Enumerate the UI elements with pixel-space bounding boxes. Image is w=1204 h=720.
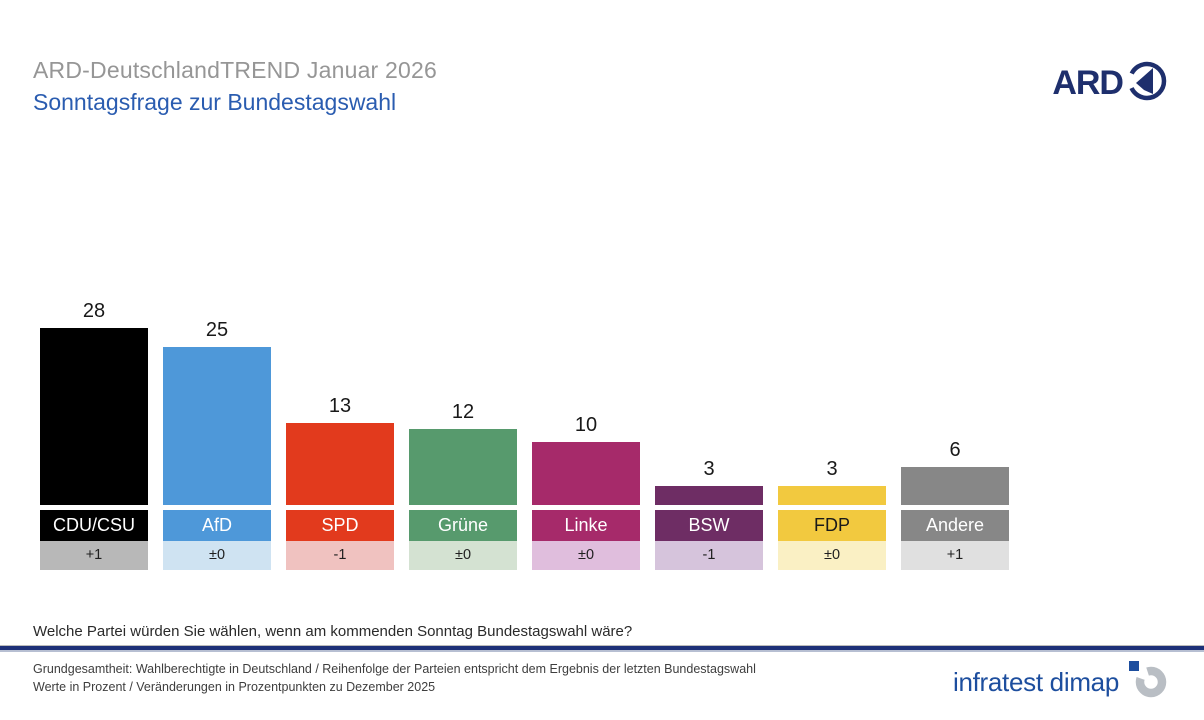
ard-logo: ARD	[1052, 58, 1170, 109]
infratest-dimap-logo: infratest dimap	[953, 660, 1168, 705]
change-label: ±0	[409, 541, 517, 570]
bar-value: 28	[82, 300, 106, 322]
page-title: ARD-DeutschlandTREND Januar 2026	[33, 57, 437, 83]
party-label: CDU/CSU	[40, 510, 148, 541]
party-label: Andere	[901, 510, 1009, 541]
change-label: +1	[40, 541, 148, 570]
bar-group-CDU/CSU: 28 CDU/CSU +1	[40, 300, 148, 570]
bar-value: 12	[451, 401, 475, 423]
bar-value: 6	[949, 439, 961, 461]
party-label: BSW	[655, 510, 763, 541]
bar-group-AfD: 25 AfD ±0	[163, 300, 271, 570]
bar	[163, 347, 271, 505]
bar-group-SPD: 13 SPD -1	[286, 300, 394, 570]
footnote: Grundgesamtheit: Wahlberechtigte in Deut…	[33, 660, 756, 696]
party-label: Linke	[532, 510, 640, 541]
bar-group-Linke: 10 Linke ±0	[532, 300, 640, 570]
party-label: AfD	[163, 510, 271, 541]
bar	[901, 467, 1009, 505]
change-label: -1	[655, 541, 763, 570]
bar-chart: 28 CDU/CSU +1 25 AfD ±0 13 SPD -1 12 Grüne ±0 10 Link…	[40, 300, 1009, 570]
bar-group-FDP: 3 FDP ±0	[778, 300, 886, 570]
bar	[286, 423, 394, 505]
party-label: Grüne	[409, 510, 517, 541]
bar-value: 13	[328, 395, 352, 417]
change-label: -1	[286, 541, 394, 570]
divider-line	[0, 645, 1204, 652]
chart-title: Sonntagsfrage zur Bundestagswahl	[33, 89, 397, 115]
ard-logo-text: ARD	[1052, 64, 1124, 102]
bar-value: 3	[703, 458, 715, 480]
bar-group-Grüne: 12 Grüne ±0	[409, 300, 517, 570]
party-label: FDP	[778, 510, 886, 541]
bar-group-Andere: 6 Andere +1	[901, 300, 1009, 570]
change-label: ±0	[778, 541, 886, 570]
infratest-dimap-icon	[1128, 660, 1168, 705]
survey-question: Welche Partei würden Sie wählen, wenn am…	[33, 623, 633, 640]
bar	[409, 429, 517, 505]
bar	[778, 486, 886, 505]
infratest-dimap-text: infratest dimap	[952, 667, 1119, 697]
bar-value: 25	[205, 319, 229, 341]
bar-value: 3	[826, 458, 838, 480]
change-label: ±0	[163, 541, 271, 570]
bar	[655, 486, 763, 505]
change-label: ±0	[532, 541, 640, 570]
footnote-line1: Grundgesamtheit: Wahlberechtigte in Deut…	[33, 662, 756, 676]
bar-value: 10	[574, 414, 598, 436]
change-label: +1	[901, 541, 1009, 570]
party-label: SPD	[286, 510, 394, 541]
footnote-line2: Werte in Prozent / Veränderungen in Proz…	[33, 680, 436, 695]
das-erste-one-icon	[1124, 58, 1170, 109]
bar	[532, 442, 640, 505]
bar	[40, 328, 148, 505]
bar-group-BSW: 3 BSW -1	[655, 300, 763, 570]
